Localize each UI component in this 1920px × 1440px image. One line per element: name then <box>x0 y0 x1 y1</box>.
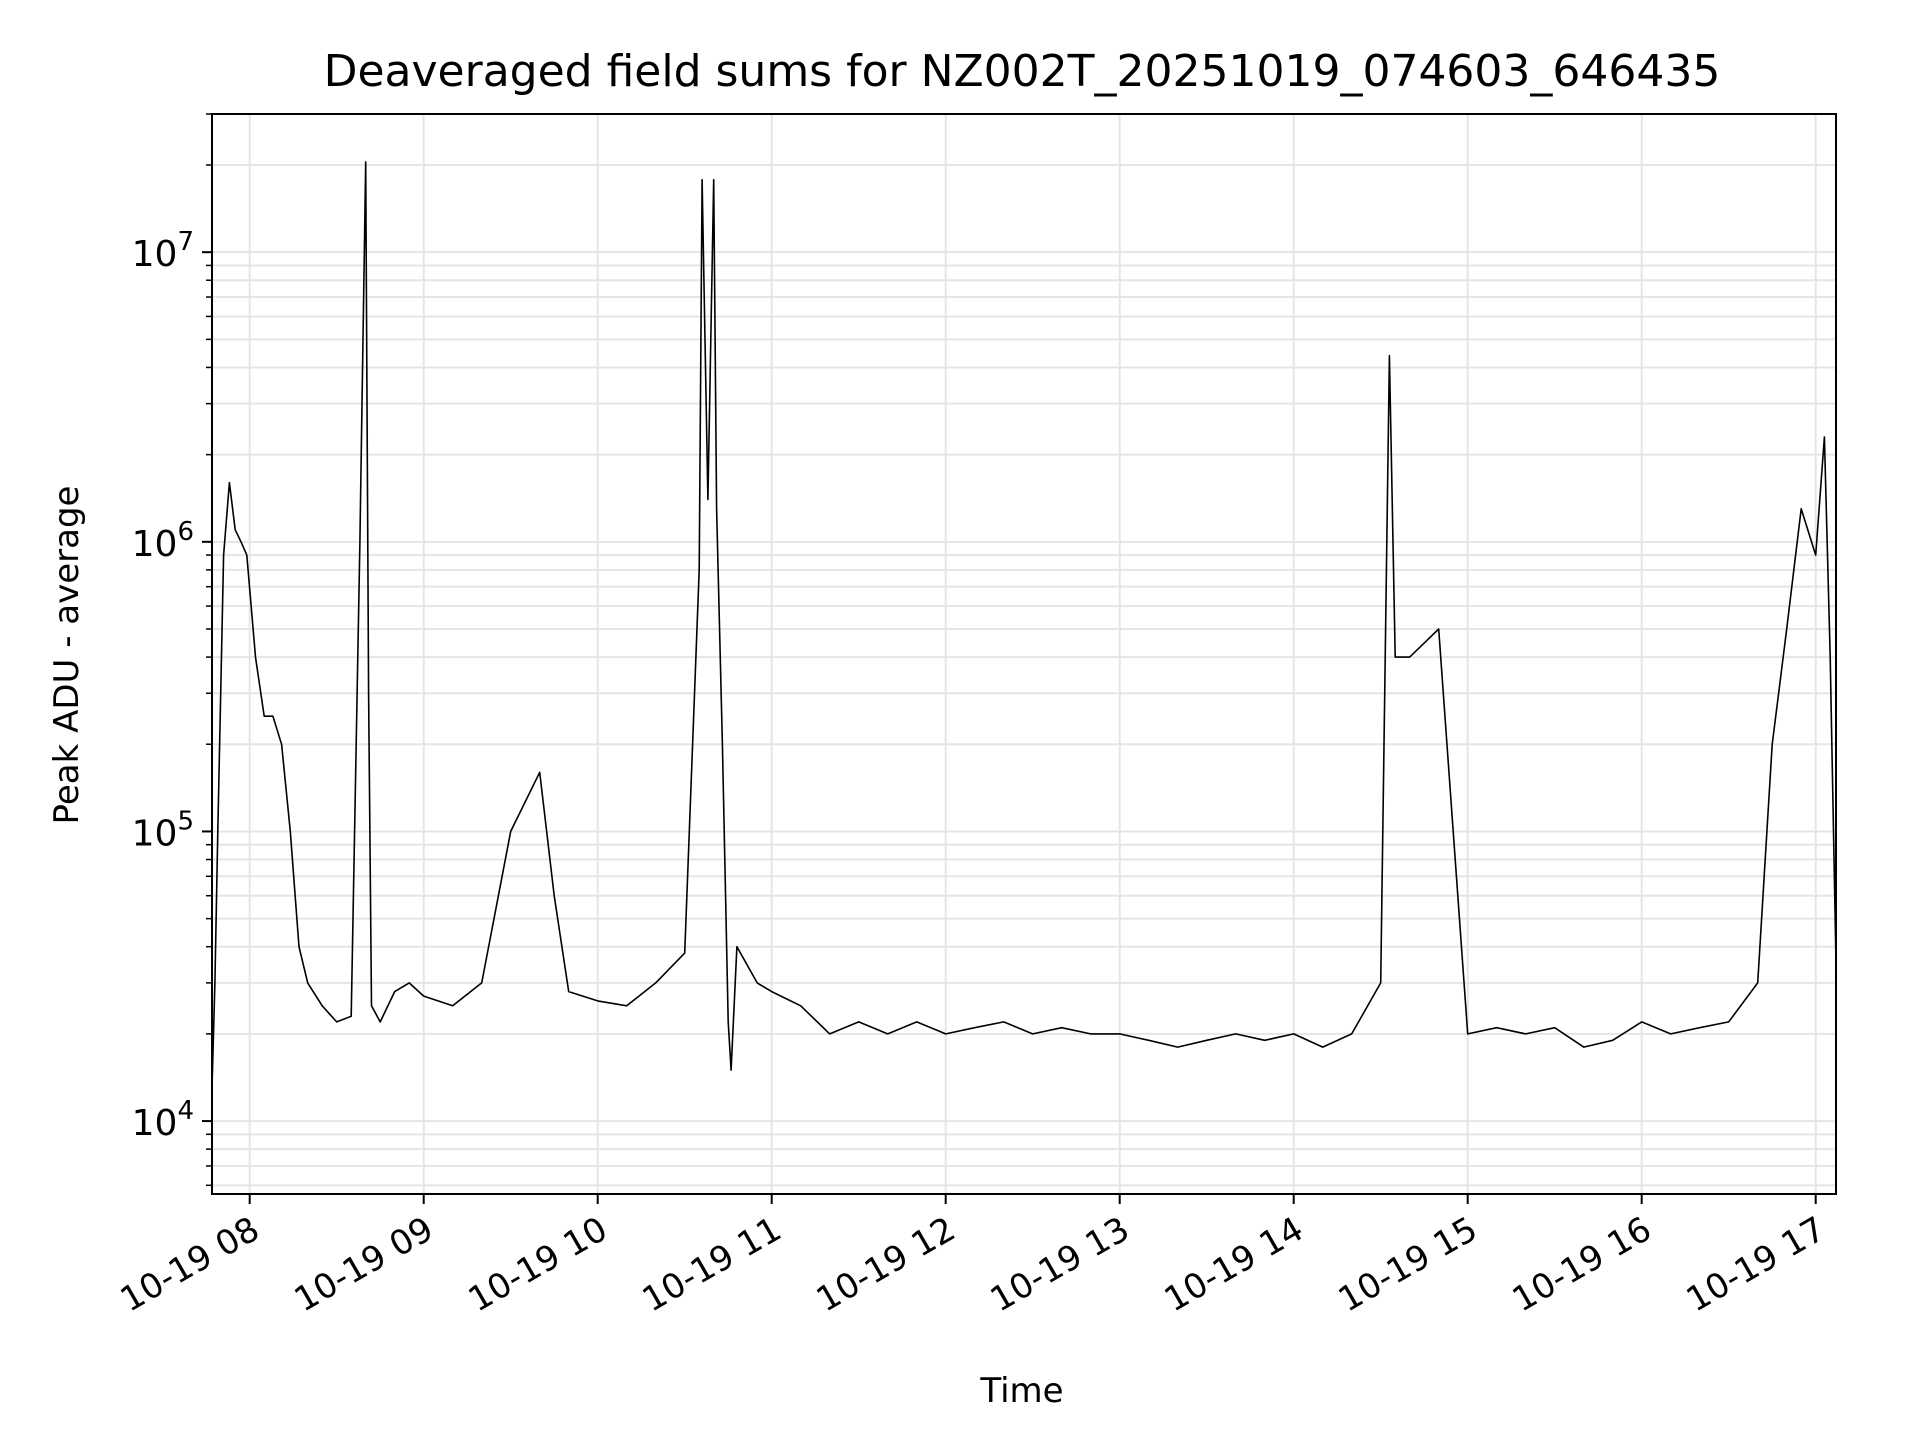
major-gridlines <box>212 114 1836 1194</box>
minor-gridlines <box>212 113 1836 1187</box>
y-tick-label: 104 <box>132 1096 194 1144</box>
y-tick-label: 105 <box>132 806 194 854</box>
series-layer <box>211 161 1837 1089</box>
y-tick-label: 107 <box>132 227 194 275</box>
chart-title: Deaveraged field sums for NZ002T_2025101… <box>324 46 1721 97</box>
y-axis-label: Peak ADU - average <box>47 486 87 825</box>
y-tick-label: 106 <box>132 517 194 565</box>
x-axis-label: Time <box>979 1371 1063 1411</box>
y-axis-ticks: 104 105 106 107 <box>132 113 212 1187</box>
plot-frame <box>211 113 1837 1195</box>
series-line-0 <box>211 161 1837 1089</box>
